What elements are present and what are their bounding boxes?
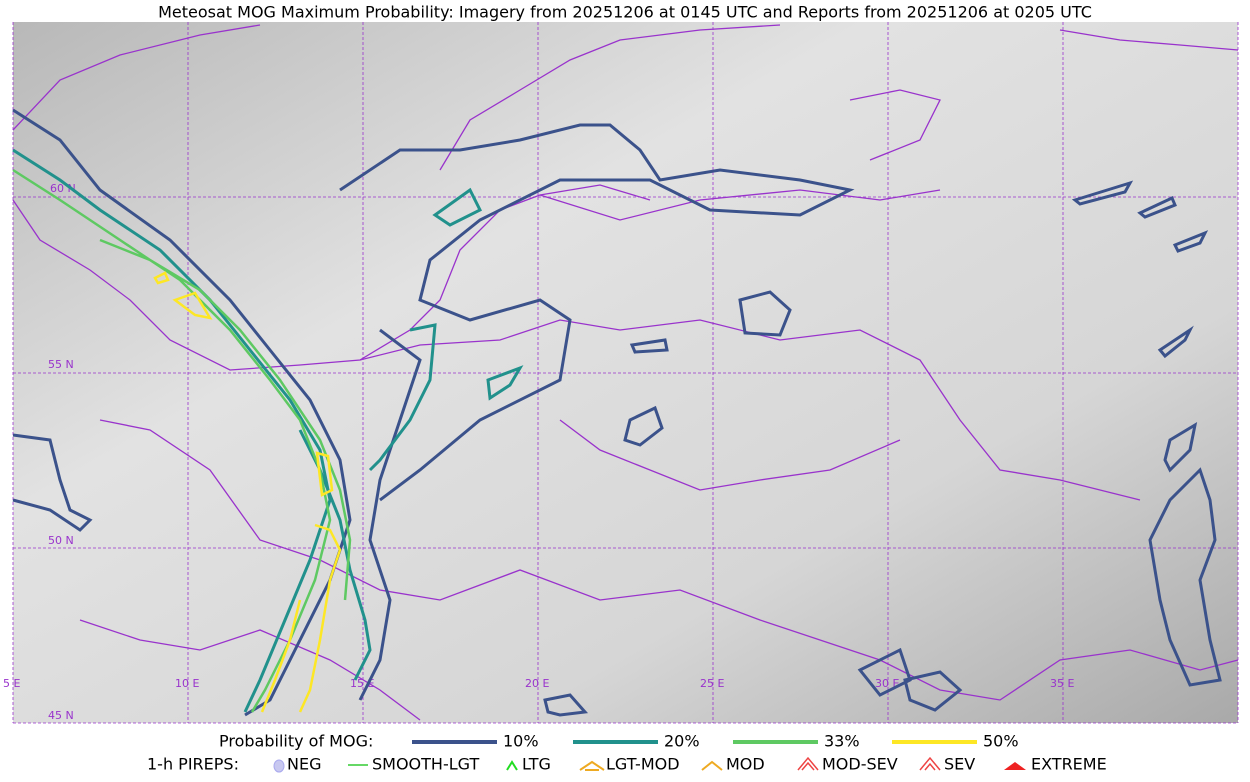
lon-label: 35 E	[1050, 677, 1074, 690]
lon-label: 5 E	[3, 677, 20, 690]
coastlines	[12, 24, 1239, 721]
lon-label: 20 E	[525, 677, 549, 690]
title: Meteosat MOG Maximum Probability: Imager…	[158, 3, 1092, 22]
pirep-icon	[919, 756, 941, 771]
pirep-icon	[579, 760, 605, 771]
legend: Probability of MOG: 1-h PIREPS: 10% 20% 33…	[147, 732, 1107, 774]
legend-label: 10%	[503, 732, 539, 751]
pirep-icon	[1004, 762, 1026, 770]
legend-title: Probability of MOG:	[219, 732, 373, 751]
pireps-title: 1-h PIREPS:	[147, 755, 239, 774]
satellite-image	[13, 22, 1238, 723]
lon-label: 25 E	[700, 677, 724, 690]
lat-label: 55 N	[48, 358, 74, 371]
lat-label: 50 N	[48, 534, 74, 547]
legend-label: 33%	[824, 732, 860, 751]
pirep-label: SEV	[944, 755, 975, 774]
pirep-label: MOD-SEV	[822, 755, 898, 774]
pirep-label: LTG	[522, 755, 551, 774]
pirep-label: SMOOTH-LGT	[372, 755, 479, 774]
pirep-icon	[797, 756, 819, 771]
legend-label: 20%	[664, 732, 700, 751]
lat-label: 45 N	[48, 709, 74, 722]
lon-label: 10 E	[175, 677, 199, 690]
pirep-icon	[273, 759, 285, 773]
pirep-label: MOD	[726, 755, 765, 774]
pirep-label: EXTREME	[1031, 755, 1107, 774]
pirep-label: NEG	[287, 755, 321, 774]
legend-label: 50%	[983, 732, 1019, 751]
pirep-icon	[506, 760, 518, 771]
pirep-label: LGT-MOD	[606, 755, 680, 774]
mog-contours	[12, 108, 1222, 717]
pirep-icon	[701, 760, 723, 771]
